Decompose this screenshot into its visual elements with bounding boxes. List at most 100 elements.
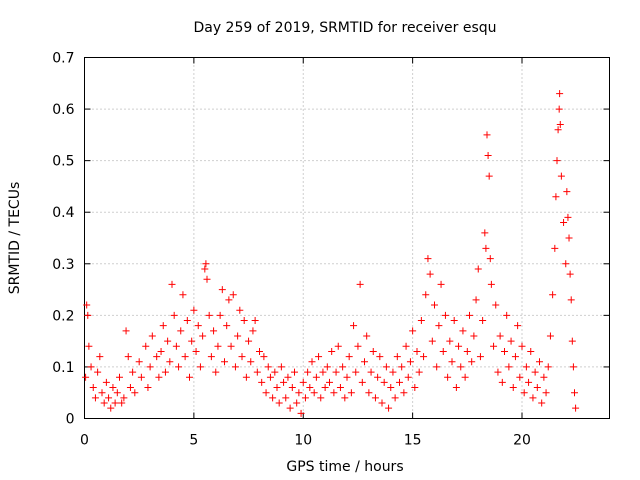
data-point xyxy=(260,353,268,361)
data-point xyxy=(277,363,285,371)
data-point xyxy=(566,270,574,278)
y-tick-label: 0.3 xyxy=(52,257,74,273)
data-point xyxy=(385,404,393,412)
data-point xyxy=(529,394,537,402)
data-point xyxy=(245,337,253,345)
y-tick-label: 0.5 xyxy=(52,154,74,170)
data-point xyxy=(369,347,377,355)
data-point xyxy=(572,404,580,412)
data-point xyxy=(336,384,344,392)
data-point xyxy=(236,306,244,314)
data-point xyxy=(242,373,250,381)
data-point xyxy=(544,363,552,371)
data-point xyxy=(452,384,460,392)
x-tick-label: 20 xyxy=(513,433,531,449)
y-axis-label: SRMTID / TECUs xyxy=(7,182,23,295)
data-point xyxy=(116,373,123,381)
data-point xyxy=(470,332,478,340)
y-tick-label: 0.1 xyxy=(52,360,74,376)
data-point xyxy=(450,317,458,325)
data-point xyxy=(367,368,375,376)
data-point xyxy=(482,244,490,252)
data-point xyxy=(563,188,571,196)
data-point xyxy=(98,389,106,397)
data-point xyxy=(363,332,371,340)
data-point xyxy=(164,337,172,345)
data-point xyxy=(402,342,410,350)
data-point xyxy=(415,368,423,376)
data-point xyxy=(571,389,578,397)
data-point xyxy=(282,394,290,402)
data-point xyxy=(109,384,117,392)
data-point xyxy=(328,347,336,355)
data-point xyxy=(157,347,165,355)
data-point xyxy=(358,378,366,386)
data-point xyxy=(135,358,143,366)
data-point xyxy=(527,347,535,355)
data-point xyxy=(175,363,183,371)
data-point xyxy=(555,105,563,113)
data-point xyxy=(376,353,384,361)
data-point xyxy=(354,342,362,350)
data-point xyxy=(124,353,132,361)
data-point xyxy=(291,368,298,376)
data-point xyxy=(214,342,222,350)
data-point xyxy=(551,244,559,252)
data-point xyxy=(380,378,388,386)
data-point xyxy=(326,378,333,386)
data-point xyxy=(339,363,347,371)
data-point xyxy=(144,384,152,392)
data-point xyxy=(549,291,557,299)
data-point xyxy=(398,363,406,371)
data-point xyxy=(238,353,246,361)
data-point xyxy=(321,384,329,392)
data-point xyxy=(199,332,207,340)
data-point xyxy=(87,363,95,371)
data-point xyxy=(505,363,513,371)
data-point xyxy=(84,311,92,319)
data-point xyxy=(345,353,353,361)
data-point xyxy=(466,311,473,319)
data-point xyxy=(317,394,325,402)
data-point xyxy=(556,121,564,129)
data-point xyxy=(404,373,412,381)
data-point xyxy=(308,358,316,366)
data-point xyxy=(350,322,358,330)
data-point xyxy=(378,399,386,407)
data-point xyxy=(284,373,292,381)
data-point xyxy=(498,378,506,386)
data-point xyxy=(218,286,226,294)
x-tick-label: 15 xyxy=(404,433,422,449)
data-point xyxy=(525,378,533,386)
data-point xyxy=(262,389,270,397)
data-point xyxy=(446,337,454,345)
data-point xyxy=(503,311,511,319)
data-point xyxy=(223,322,231,330)
data-point xyxy=(312,373,320,381)
data-point xyxy=(552,193,560,201)
data-point xyxy=(396,378,403,386)
data-point xyxy=(433,363,441,371)
y-tick-label: 0 xyxy=(66,412,75,428)
data-point xyxy=(120,394,128,402)
data-point xyxy=(170,311,178,319)
data-point xyxy=(229,291,237,299)
data-point xyxy=(463,347,471,355)
data-point xyxy=(94,368,102,376)
x-tick-label: 5 xyxy=(189,433,198,449)
data-point xyxy=(89,384,97,392)
data-point xyxy=(347,389,355,397)
axis-ticks xyxy=(84,57,610,419)
data-point xyxy=(100,399,108,407)
data-point xyxy=(486,255,494,263)
data-point xyxy=(207,353,215,361)
data-point xyxy=(426,270,434,278)
data-point xyxy=(554,126,562,134)
data-point xyxy=(540,373,548,381)
data-point xyxy=(509,384,517,392)
data-point xyxy=(356,280,364,288)
data-point xyxy=(518,342,526,350)
data-point xyxy=(221,358,228,366)
data-point xyxy=(413,347,421,355)
